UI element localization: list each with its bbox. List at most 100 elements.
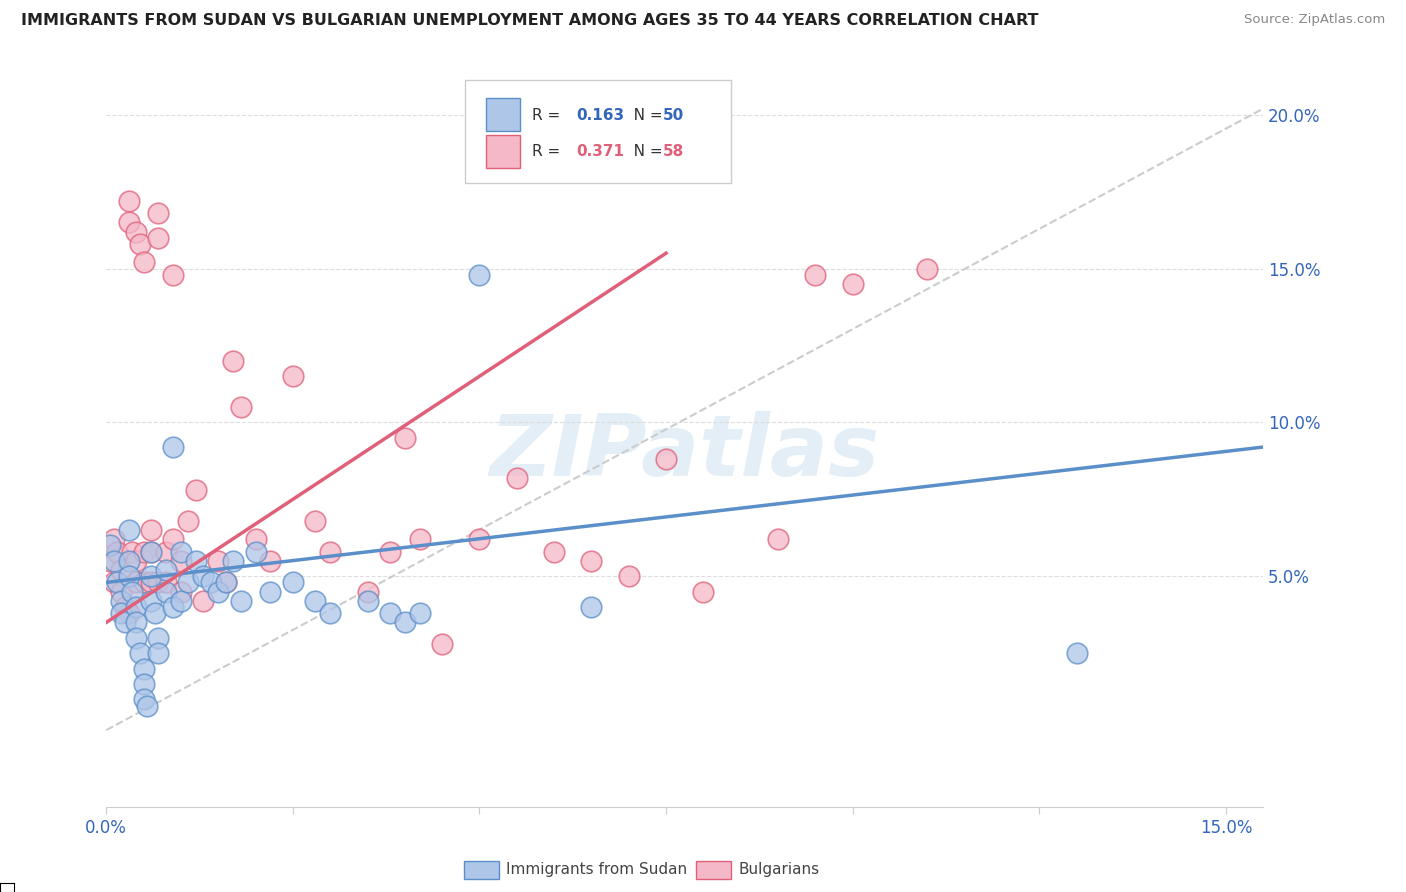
Point — [139, 523, 162, 537]
Point — [170, 584, 193, 599]
Point — [215, 575, 238, 590]
Point — [617, 569, 640, 583]
Bar — [485, 98, 520, 131]
Point — [139, 594, 162, 608]
Point — [200, 575, 222, 590]
Point — [304, 514, 326, 528]
Point — [409, 533, 432, 547]
Point — [207, 584, 229, 599]
Point — [184, 483, 207, 497]
Point — [229, 400, 252, 414]
Point — [1066, 646, 1088, 660]
Point — [155, 575, 177, 590]
Point — [103, 533, 125, 547]
Point — [162, 600, 184, 615]
Point — [132, 575, 155, 590]
Point — [148, 206, 170, 220]
Point — [229, 594, 252, 608]
Point — [136, 698, 159, 713]
Text: R =: R = — [531, 145, 565, 160]
Text: IMMIGRANTS FROM SUDAN VS BULGARIAN UNEMPLOYMENT AMONG AGES 35 TO 44 YEARS CORREL: IMMIGRANTS FROM SUDAN VS BULGARIAN UNEMP… — [21, 13, 1039, 29]
Point — [110, 584, 132, 599]
Point — [356, 584, 378, 599]
Point — [177, 575, 200, 590]
Text: Immigrants from Sudan: Immigrants from Sudan — [506, 863, 688, 877]
Point — [107, 575, 129, 590]
Point — [148, 575, 170, 590]
Point — [139, 544, 162, 558]
Point — [132, 662, 155, 676]
Text: N =: N = — [619, 108, 668, 122]
Point — [259, 584, 281, 599]
Point — [125, 600, 148, 615]
Point — [139, 575, 162, 590]
Point — [132, 692, 155, 706]
Point — [804, 268, 827, 282]
Point — [117, 569, 139, 583]
Point — [193, 594, 215, 608]
Point — [766, 533, 789, 547]
Point — [128, 236, 150, 251]
Point — [148, 646, 170, 660]
Point — [117, 194, 139, 208]
Point — [125, 225, 148, 239]
Point — [468, 268, 491, 282]
Point — [409, 606, 432, 620]
Point — [177, 514, 200, 528]
Point — [245, 544, 267, 558]
Point — [117, 523, 139, 537]
Point — [155, 563, 177, 577]
Point — [543, 544, 565, 558]
Point — [125, 575, 148, 590]
Point — [125, 554, 148, 568]
Point — [222, 354, 245, 368]
Point — [281, 369, 304, 384]
Point — [468, 533, 491, 547]
Point — [125, 615, 148, 630]
Point — [98, 539, 121, 553]
Point — [394, 615, 416, 630]
Point — [139, 544, 162, 558]
Point — [103, 554, 125, 568]
Point — [117, 606, 139, 620]
Point — [162, 268, 184, 282]
Point — [155, 544, 177, 558]
Point — [117, 554, 139, 568]
Point — [184, 554, 207, 568]
Point — [110, 594, 132, 608]
Point — [222, 554, 245, 568]
Point — [148, 631, 170, 645]
Point — [132, 544, 155, 558]
Point — [170, 544, 193, 558]
Point — [132, 677, 155, 691]
Point — [128, 646, 150, 660]
Point — [207, 554, 229, 568]
Text: Source: ZipAtlas.com: Source: ZipAtlas.com — [1244, 13, 1385, 27]
Point — [114, 615, 136, 630]
Point — [692, 584, 714, 599]
Point — [121, 584, 143, 599]
Text: 0.163: 0.163 — [576, 108, 624, 122]
Bar — [485, 135, 520, 169]
Point — [162, 440, 184, 454]
Point — [117, 215, 139, 229]
Point — [378, 606, 401, 620]
Point — [259, 554, 281, 568]
Point — [107, 544, 129, 558]
Point — [319, 544, 342, 558]
Point — [378, 544, 401, 558]
Text: Bulgarians: Bulgarians — [738, 863, 820, 877]
Point — [394, 431, 416, 445]
Text: 50: 50 — [662, 108, 685, 122]
FancyBboxPatch shape — [465, 79, 731, 183]
Point — [581, 554, 603, 568]
Point — [193, 569, 215, 583]
Point — [655, 452, 678, 467]
Point — [114, 600, 136, 615]
Point — [139, 569, 162, 583]
Text: 0.371: 0.371 — [576, 145, 624, 160]
Text: R =: R = — [531, 108, 565, 122]
Point — [103, 575, 125, 590]
Text: ZIPatlas: ZIPatlas — [489, 411, 880, 494]
Point — [98, 554, 121, 568]
